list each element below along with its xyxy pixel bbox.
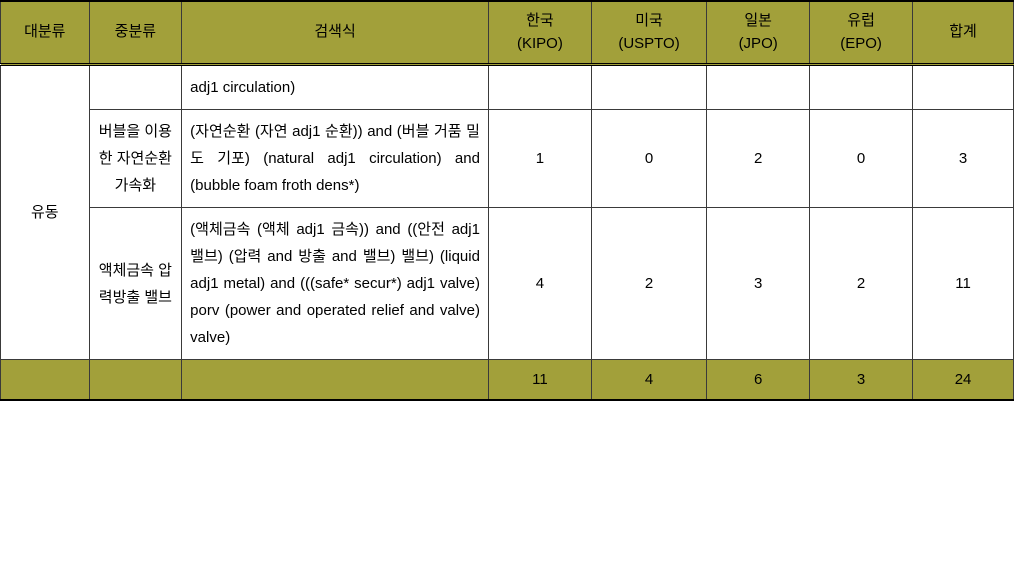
epo-cell: 2 <box>810 208 913 360</box>
header-uspto: 미국 (USPTO) <box>591 1 706 65</box>
totals-subcategory-cell <box>89 360 182 401</box>
total-cell <box>913 65 1014 110</box>
subcategory-cell: 액체금속 압력방출 밸브 <box>89 208 182 360</box>
header-epo-sub: (EPO) <box>814 33 908 56</box>
totals-kipo: 11 <box>488 360 591 401</box>
uspto-cell <box>591 65 706 110</box>
epo-cell <box>810 65 913 110</box>
uspto-cell: 0 <box>591 110 706 208</box>
header-epo-label: 유럽 <box>814 10 908 33</box>
table-row: 액체금속 압력방출 밸브 (액체금속 (액체 adj1 금속)) and ((안… <box>1 208 1014 360</box>
totals-query-cell <box>182 360 489 401</box>
jpo-cell <box>707 65 810 110</box>
totals-row: 11 4 6 3 24 <box>1 360 1014 401</box>
patent-search-table: 대분류 중분류 검색식 한국 (KIPO) 미국 (USPTO) 일본 (JPO… <box>0 0 1014 401</box>
header-kipo: 한국 (KIPO) <box>488 1 591 65</box>
header-row: 대분류 중분류 검색식 한국 (KIPO) 미국 (USPTO) 일본 (JPO… <box>1 1 1014 65</box>
kipo-cell: 4 <box>488 208 591 360</box>
category-cell: 유동 <box>1 65 90 360</box>
header-uspto-sub: (USPTO) <box>596 33 702 56</box>
kipo-cell <box>488 65 591 110</box>
jpo-cell: 3 <box>707 208 810 360</box>
query-cell: (자연순환 (자연 adj1 순환)) and (버블 거품 밀도 기포) (n… <box>182 110 489 208</box>
totals-total: 24 <box>913 360 1014 401</box>
table-body: 유동 adj1 circulation) 버블을 이용한 자연순환가속화 (자연… <box>1 65 1014 401</box>
subcategory-cell: 버블을 이용한 자연순환가속화 <box>89 110 182 208</box>
total-cell: 11 <box>913 208 1014 360</box>
jpo-cell: 2 <box>707 110 810 208</box>
header-query: 검색식 <box>182 1 489 65</box>
header-kipo-label: 한국 <box>493 10 587 33</box>
table-row: 버블을 이용한 자연순환가속화 (자연순환 (자연 adj1 순환)) and … <box>1 110 1014 208</box>
kipo-cell: 1 <box>488 110 591 208</box>
totals-epo: 3 <box>810 360 913 401</box>
header-jpo-label: 일본 <box>711 10 805 33</box>
totals-uspto: 4 <box>591 360 706 401</box>
totals-jpo: 6 <box>707 360 810 401</box>
table-header: 대분류 중분류 검색식 한국 (KIPO) 미국 (USPTO) 일본 (JPO… <box>1 1 1014 65</box>
header-jpo: 일본 (JPO) <box>707 1 810 65</box>
header-jpo-sub: (JPO) <box>711 33 805 56</box>
header-epo: 유럽 (EPO) <box>810 1 913 65</box>
epo-cell: 0 <box>810 110 913 208</box>
uspto-cell: 2 <box>591 208 706 360</box>
totals-category-cell <box>1 360 90 401</box>
query-cell: adj1 circulation) <box>182 65 489 110</box>
table-row: 유동 adj1 circulation) <box>1 65 1014 110</box>
header-kipo-sub: (KIPO) <box>493 33 587 56</box>
subcategory-cell <box>89 65 182 110</box>
header-category: 대분류 <box>1 1 90 65</box>
query-cell: (액체금속 (액체 adj1 금속)) and ((안전 adj1 밸브) (압… <box>182 208 489 360</box>
header-uspto-label: 미국 <box>596 10 702 33</box>
header-subcategory: 중분류 <box>89 1 182 65</box>
total-cell: 3 <box>913 110 1014 208</box>
header-total: 합계 <box>913 1 1014 65</box>
